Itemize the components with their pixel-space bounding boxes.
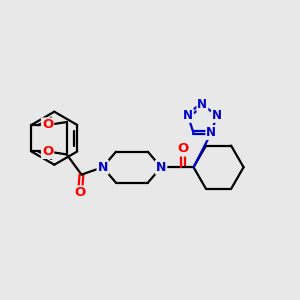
Text: N: N — [206, 126, 216, 139]
Text: N: N — [156, 161, 166, 174]
Text: N: N — [183, 109, 193, 122]
Text: O: O — [178, 142, 189, 155]
Text: N: N — [197, 98, 207, 111]
Text: N: N — [212, 109, 222, 122]
Text: O: O — [42, 145, 53, 158]
Text: O: O — [42, 118, 53, 131]
Text: N: N — [98, 161, 108, 174]
Text: O: O — [74, 186, 86, 200]
